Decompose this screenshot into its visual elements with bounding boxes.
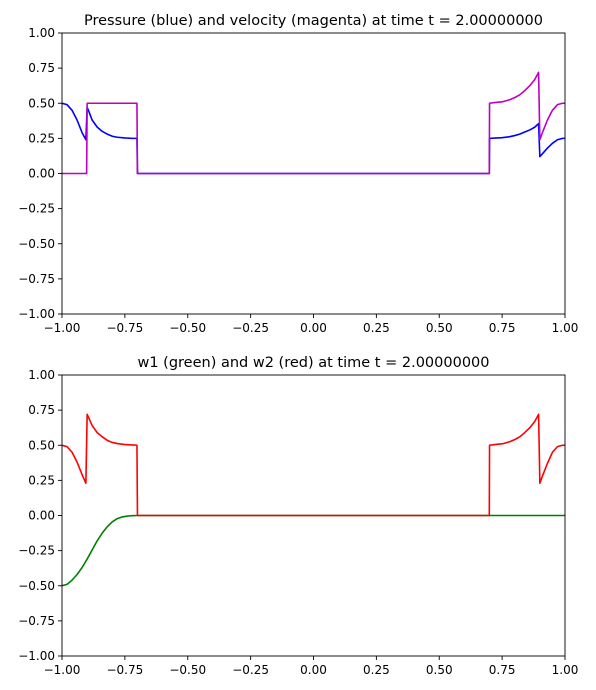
x-tick-label: −0.25 bbox=[232, 321, 269, 335]
y-tick-label: 0.50 bbox=[28, 96, 55, 110]
y-tick-label: 0.25 bbox=[28, 131, 55, 145]
y-tick-label: 1.00 bbox=[28, 26, 55, 40]
chart-title: w1 (green) and w2 (red) at time t = 2.00… bbox=[137, 355, 489, 371]
y-tick-label: 0.25 bbox=[28, 473, 55, 487]
x-tick-label: 0.50 bbox=[426, 663, 453, 677]
y-tick-label: 0.50 bbox=[28, 438, 55, 452]
y-tick-label: 0.75 bbox=[28, 403, 55, 417]
x-tick-label: 0.00 bbox=[300, 663, 327, 677]
y-tick-label: 0.00 bbox=[28, 167, 55, 181]
y-tick-label: −1.00 bbox=[18, 649, 55, 663]
y-tick-label: 0.00 bbox=[28, 509, 55, 523]
x-tick-label: −0.25 bbox=[232, 663, 269, 677]
x-tick-label: −0.75 bbox=[106, 321, 143, 335]
series-line-2 bbox=[62, 413, 565, 517]
series-line-1 bbox=[62, 514, 565, 587]
y-tick-label: −0.25 bbox=[18, 202, 55, 216]
y-tick-label: −0.50 bbox=[18, 237, 55, 251]
x-tick-label: 1.00 bbox=[552, 663, 579, 677]
y-tick-label: −0.25 bbox=[18, 544, 55, 558]
y-tick-label: 0.75 bbox=[28, 61, 55, 75]
chart-panel-2: w1 (green) and w2 (red) at time t = 2.00… bbox=[18, 355, 578, 677]
chart-panel-1: Pressure (blue) and velocity (magenta) a… bbox=[18, 13, 578, 335]
x-tick-label: −1.00 bbox=[44, 663, 81, 677]
series-line-2 bbox=[62, 71, 565, 175]
x-tick-label: −0.50 bbox=[169, 663, 206, 677]
x-tick-label: 0.25 bbox=[363, 663, 390, 677]
x-tick-label: −1.00 bbox=[44, 321, 81, 335]
y-tick-label: −0.75 bbox=[18, 614, 55, 628]
y-tick-label: −0.75 bbox=[18, 272, 55, 286]
x-tick-label: 1.00 bbox=[552, 321, 579, 335]
x-tick-label: −0.75 bbox=[106, 663, 143, 677]
y-tick-label: −1.00 bbox=[18, 307, 55, 321]
x-tick-label: 0.75 bbox=[489, 321, 516, 335]
x-tick-label: 0.50 bbox=[426, 321, 453, 335]
y-tick-label: 1.00 bbox=[28, 368, 55, 382]
x-tick-label: 0.75 bbox=[489, 663, 516, 677]
x-tick-label: 0.00 bbox=[300, 321, 327, 335]
x-tick-label: 0.25 bbox=[363, 321, 390, 335]
chart-title: Pressure (blue) and velocity (magenta) a… bbox=[84, 13, 543, 29]
y-tick-label: −0.50 bbox=[18, 579, 55, 593]
x-tick-label: −0.50 bbox=[169, 321, 206, 335]
